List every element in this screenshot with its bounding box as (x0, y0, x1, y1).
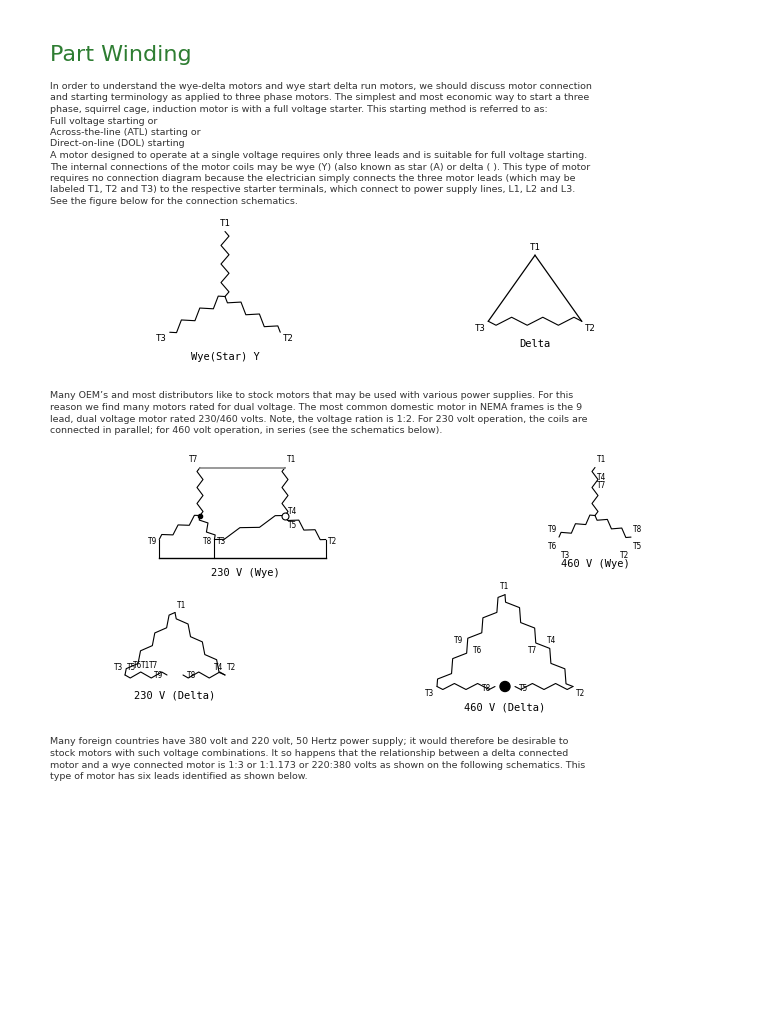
Text: Direct-on-line (DOL) starting: Direct-on-line (DOL) starting (50, 139, 184, 148)
Text: T5: T5 (127, 663, 136, 672)
Text: In order to understand the wye-delta motors and wye start delta run motors, we s: In order to understand the wye-delta mot… (50, 82, 592, 91)
Text: 460 V (Wye): 460 V (Wye) (561, 559, 629, 569)
Text: T6: T6 (548, 542, 557, 551)
Text: T2: T2 (576, 688, 585, 697)
Text: 230 V (Delta): 230 V (Delta) (134, 691, 216, 701)
Text: T9: T9 (154, 672, 163, 681)
Text: T1: T1 (501, 582, 510, 591)
Text: T3: T3 (217, 538, 226, 547)
Text: type of motor has six leads identified as shown below.: type of motor has six leads identified a… (50, 772, 308, 781)
Text: connected in parallel; for 460 volt operation, in series (see the schematics bel: connected in parallel; for 460 volt oper… (50, 426, 442, 435)
Text: T9: T9 (454, 636, 463, 645)
Circle shape (500, 682, 510, 691)
Text: 230 V (Wye): 230 V (Wye) (210, 567, 280, 578)
Text: T2: T2 (584, 325, 595, 333)
Text: T4: T4 (547, 636, 556, 645)
Text: Delta: Delta (519, 339, 551, 349)
Text: 460 V (Delta): 460 V (Delta) (465, 702, 545, 713)
Text: T5: T5 (519, 684, 528, 693)
Text: T5: T5 (633, 542, 642, 551)
Text: T6: T6 (133, 662, 142, 670)
Text: T2: T2 (620, 551, 629, 560)
Text: T9: T9 (148, 538, 157, 547)
Text: stock motors with such voltage combinations. It so happens that the relationship: stock motors with such voltage combinati… (50, 749, 568, 758)
Text: Full voltage starting or: Full voltage starting or (50, 117, 157, 126)
Text: phase, squirrel cage, induction motor is with a full voltage starter. This start: phase, squirrel cage, induction motor is… (50, 105, 548, 114)
Text: T4: T4 (597, 472, 606, 481)
Text: T3: T3 (114, 663, 123, 672)
Text: T8: T8 (204, 538, 213, 547)
Text: Many foreign countries have 380 volt and 220 volt, 50 Hertz power supply; it wou: Many foreign countries have 380 volt and… (50, 737, 568, 746)
Text: T8: T8 (482, 684, 491, 693)
Text: Part Winding: Part Winding (50, 45, 192, 65)
Text: T3: T3 (425, 688, 434, 697)
Text: T6: T6 (473, 646, 482, 655)
Text: reason we find many motors rated for dual voltage. The most common domestic moto: reason we find many motors rated for dua… (50, 403, 582, 412)
Text: T8: T8 (187, 672, 197, 681)
Text: T7: T7 (597, 480, 606, 489)
Text: T7: T7 (528, 646, 537, 655)
Text: T1: T1 (287, 456, 296, 465)
Text: The internal connections of the motor coils may be wye (Y) (also known as star (: The internal connections of the motor co… (50, 163, 591, 171)
Text: A motor designed to operate at a single voltage requires only three leads and is: A motor designed to operate at a single … (50, 151, 587, 160)
Text: T7: T7 (189, 456, 198, 465)
Text: T1: T1 (530, 244, 541, 252)
Text: T9: T9 (548, 525, 557, 535)
Text: labeled T1, T2 and T3) to the respective starter terminals, which connect to pow: labeled T1, T2 and T3) to the respective… (50, 185, 575, 195)
Text: T1: T1 (220, 219, 230, 228)
Text: T1: T1 (177, 600, 187, 609)
Text: T3: T3 (561, 551, 571, 560)
Text: T4: T4 (288, 507, 297, 515)
Text: Many OEM’s and most distributors like to stock motors that may be used with vari: Many OEM’s and most distributors like to… (50, 391, 573, 400)
Text: T5: T5 (288, 521, 297, 530)
Text: T3: T3 (475, 325, 485, 333)
Text: T2: T2 (328, 538, 337, 547)
Text: T1: T1 (597, 456, 606, 465)
Text: T4: T4 (214, 663, 223, 672)
Text: and starting terminology as applied to three phase motors. The simplest and most: and starting terminology as applied to t… (50, 93, 589, 102)
Text: requires no connection diagram because the electrician simply connects the three: requires no connection diagram because t… (50, 174, 575, 183)
Text: T2: T2 (227, 663, 237, 672)
Text: T3: T3 (156, 334, 167, 343)
Text: T1: T1 (141, 662, 151, 670)
Text: T2: T2 (283, 334, 294, 343)
Text: T8: T8 (633, 525, 642, 535)
Text: Wye(Star) Y: Wye(Star) Y (190, 352, 260, 362)
Text: lead, dual voltage motor rated 230/460 volts. Note, the voltage ration is 1:2. F: lead, dual voltage motor rated 230/460 v… (50, 415, 588, 424)
Text: Across-the-line (ATL) starting or: Across-the-line (ATL) starting or (50, 128, 200, 137)
Text: See the figure below for the connection schematics.: See the figure below for the connection … (50, 197, 298, 206)
Text: motor and a wye connected motor is 1:3 or 1:1.173 or 220:380 volts as shown on t: motor and a wye connected motor is 1:3 o… (50, 761, 585, 769)
Text: T7: T7 (149, 662, 158, 670)
